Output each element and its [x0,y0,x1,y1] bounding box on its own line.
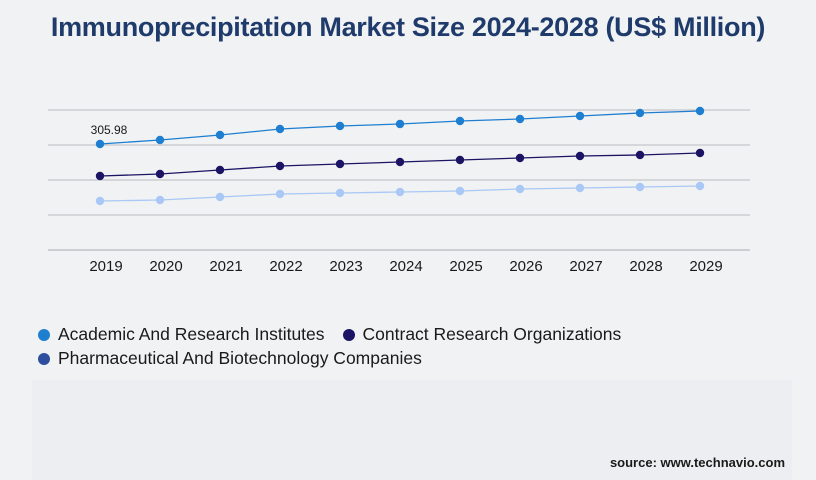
data-point [695,106,705,116]
data-point [695,148,705,158]
x-tick-label: 2027 [569,258,602,275]
data-point [635,108,645,118]
legend-marker [38,353,50,365]
data-point [455,116,465,126]
data-point [95,196,105,206]
data-point [635,182,645,192]
data-point [155,195,165,205]
x-tick-label: 2019 [89,258,122,275]
data-point [515,153,525,163]
source-credit: source: www.technavio.com [609,455,785,470]
legend-item: Contract Research Organizations [342,322,622,346]
x-tick-label: 2028 [629,258,662,275]
data-point [515,184,525,194]
data-point [95,139,105,149]
chart-legend: Academic And Research Institutes Contract… [38,322,758,370]
data-point [215,165,225,175]
legend-marker [38,329,50,341]
bottom-panel [32,380,792,480]
data-point [575,111,585,121]
x-tick-label: 2022 [269,258,302,275]
data-point [155,169,165,179]
legend-label: Academic And Research Institutes [58,323,325,344]
x-tick-label: 2029 [689,258,722,275]
legend-item: Academic And Research Institutes [38,322,325,346]
data-point [575,151,585,161]
data-point [455,186,465,196]
data-point [95,171,105,181]
x-tick-label: 2021 [209,258,242,275]
data-point [335,188,345,198]
data-point [275,189,285,199]
data-point [635,150,645,160]
data-point [455,155,465,165]
x-tick-label: 2023 [329,258,362,275]
data-point [575,183,585,193]
line-chart: 2019 2020 2021 2022 2023 2024 2025 2026 2027 2028… [48,106,750,275]
data-point [155,135,165,145]
data-point [515,114,525,124]
x-tick-label: 2025 [449,258,482,275]
x-tick-label: 2020 [149,258,182,275]
data-point [215,192,225,202]
data-point [335,159,345,169]
data-point [275,161,285,171]
x-tick-label: 2024 [389,258,422,275]
chart-title: Immunoprecipitation Market Size 2024-202… [50,12,766,42]
data-point [395,157,405,167]
data-point [395,187,405,197]
x-tick-label: 2026 [509,258,542,275]
data-point [695,181,705,191]
data-point [335,121,345,131]
legend-item: Pharmaceutical And Biotechnology Compani… [38,346,422,370]
legend-marker [342,329,355,341]
data-label: 305.98 [91,123,128,137]
data-point [395,119,405,129]
legend-label: Pharmaceutical And Biotechnology Compani… [58,347,422,368]
data-point [215,130,225,140]
legend-label: Contract Research Organizations [362,323,622,344]
data-point [275,124,285,134]
